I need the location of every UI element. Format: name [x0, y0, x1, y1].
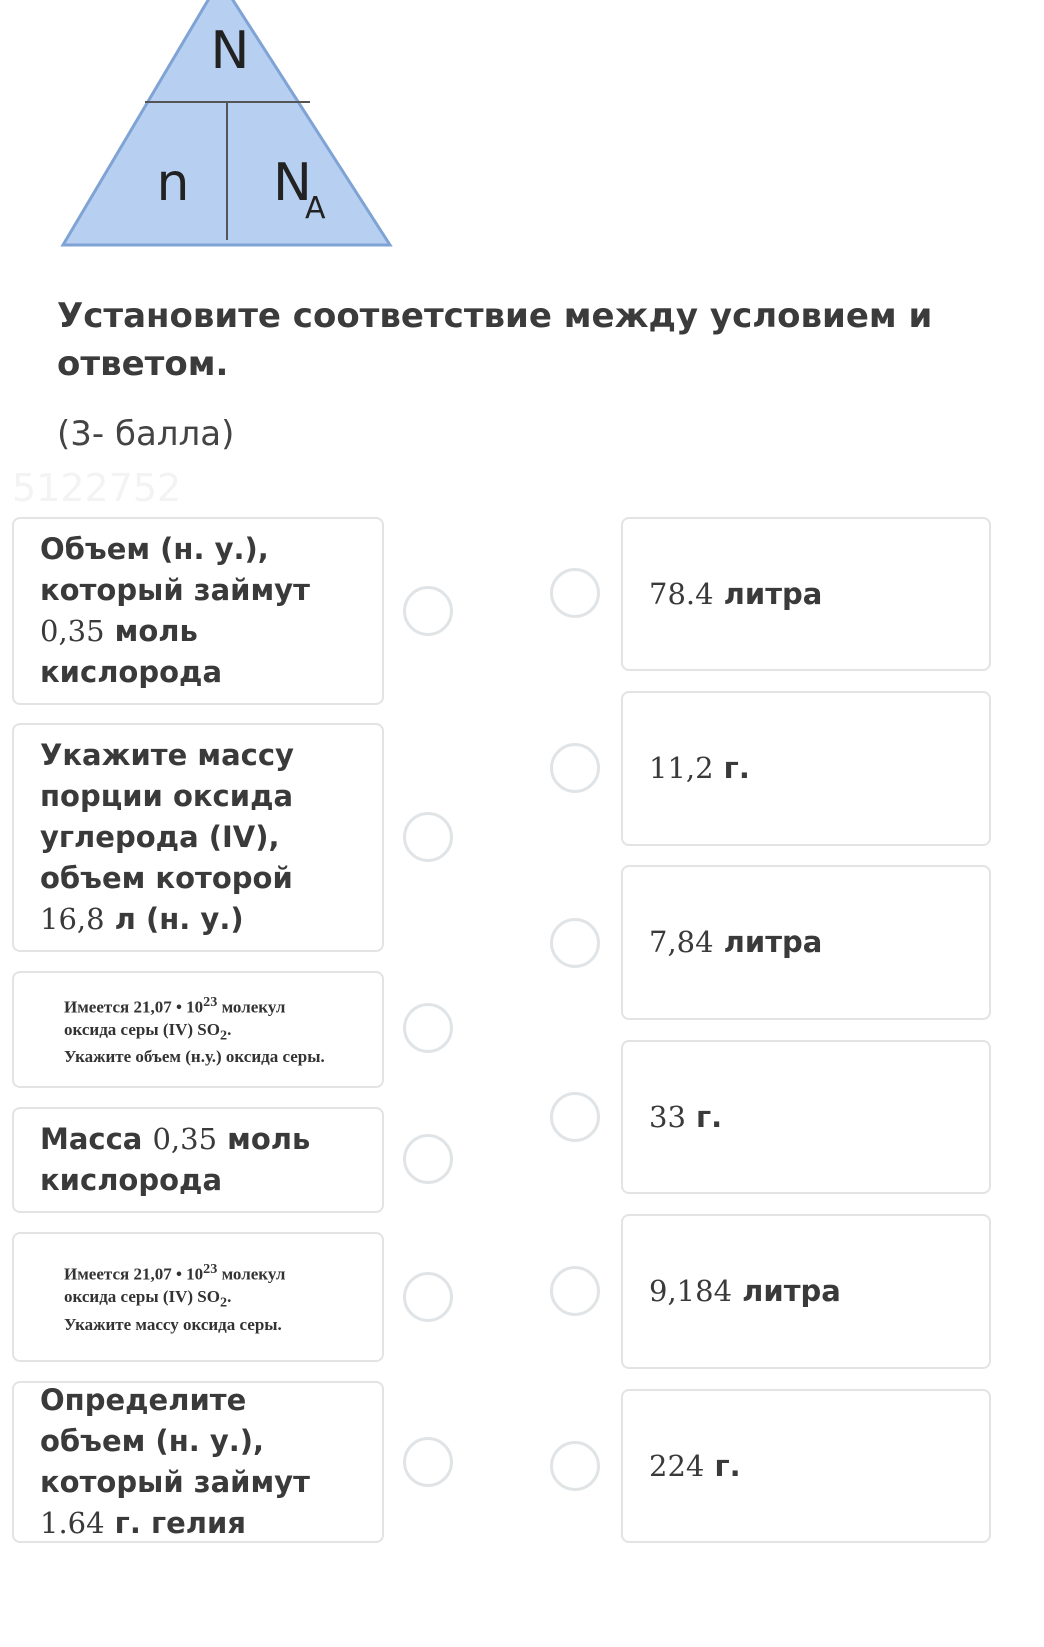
left-match-handle[interactable]	[403, 1134, 453, 1184]
text-part: 0,35	[152, 1122, 218, 1156]
answer-number: 9,184	[649, 1274, 733, 1308]
text-part: моль кислорода	[40, 614, 223, 689]
text-part: 2	[219, 1294, 228, 1311]
answer-number: 33	[649, 1099, 686, 1134]
text-part: Масса	[40, 1122, 153, 1156]
text-part: 16,8	[40, 902, 105, 936]
text-part: Имеется 21,07 • 10	[64, 997, 204, 1017]
left-item-text: Объем (н. у.), который займут 0,35 моль …	[40, 529, 356, 693]
left-match-handle[interactable]	[403, 586, 453, 636]
text-part: Укажите массу порции оксида углерода (IV…	[40, 738, 294, 895]
text-part: 2	[219, 1027, 228, 1044]
question-title: Установите соответствие между условием и…	[57, 296, 933, 384]
formula-triangle: N n N A	[60, 0, 393, 247]
left-match-handle[interactable]	[403, 812, 453, 862]
right-match-handle[interactable]	[550, 918, 600, 968]
left-match-handle[interactable]	[403, 1272, 453, 1322]
watermark: 5122752	[12, 466, 182, 510]
left-item-card[interactable]: Объем (н. у.), который займут 0,35 моль …	[12, 517, 384, 705]
answer-unit: литра	[713, 925, 823, 959]
text-part: оксида серы (IV) SO	[64, 1287, 220, 1307]
text-part: .	[227, 1287, 232, 1307]
right-item-card[interactable]: 7,84 литра	[621, 865, 991, 1020]
answer-unit: г.	[713, 751, 750, 785]
left-item-card[interactable]: Имеется 21,07 • 1023 молекул оксида серы …	[12, 1232, 384, 1362]
answer-number: 7,84	[649, 925, 714, 959]
left-match-handle[interactable]	[403, 1437, 453, 1487]
left-item-text: Масса 0,35 моль кислорода	[40, 1119, 356, 1201]
right-item-text: 9,184 литра	[649, 1271, 841, 1312]
text-part: моль кислорода	[40, 1122, 311, 1197]
right-match-handle[interactable]	[550, 743, 600, 793]
text-part: молекул	[217, 1265, 286, 1285]
text-part: 23	[203, 1261, 218, 1278]
triangle-right: N	[273, 153, 312, 213]
triangle-left: n	[157, 153, 190, 213]
right-match-handle[interactable]	[550, 1266, 600, 1316]
right-match-handle[interactable]	[550, 568, 600, 618]
triangle-right-sub: A	[305, 191, 326, 226]
left-item-text: Определите объем (н. у.), который займут…	[40, 1380, 356, 1544]
right-item-card[interactable]: 33 г.	[621, 1040, 991, 1194]
text-part: 1.64	[40, 1506, 105, 1540]
image-line: оксида серы (IV) SO2.	[64, 1019, 325, 1046]
text-part: .	[227, 1019, 232, 1039]
left-item-card[interactable]: Укажите массу порции оксида углерода (IV…	[12, 723, 384, 952]
text-part: Укажите массу оксида серы.	[64, 1314, 282, 1334]
text-part: Объем (н. у.), который займут	[40, 532, 310, 607]
text-part: оксида серы (IV) SO	[64, 1019, 220, 1039]
left-item-text: Укажите массу порции оксида углерода (IV…	[40, 735, 356, 940]
answer-unit: литра	[713, 576, 823, 611]
left-item-card[interactable]: Масса 0,35 моль кислорода	[12, 1107, 384, 1213]
image-line: Укажите массу оксида серы.	[64, 1314, 285, 1336]
text-part: л (н. у.)	[104, 902, 244, 936]
answer-number: 11,2	[649, 751, 714, 785]
left-match-handle[interactable]	[403, 1003, 453, 1053]
right-item-text: 7,84 литра	[649, 922, 822, 963]
text-part: молекул	[217, 997, 286, 1017]
left-item-text: Имеется 21,07 • 1023 молекул оксида серы …	[40, 991, 325, 1068]
text-part: Определите объем (н. у.), который займут	[40, 1383, 310, 1499]
text-part: Укажите объем (н.у.) оксида серы.	[64, 1047, 325, 1067]
left-item-card[interactable]: Имеется 21,07 • 1023 молекул оксида серы …	[12, 971, 384, 1088]
answer-unit: литра	[732, 1274, 841, 1308]
text-part: г. гелия	[104, 1506, 246, 1540]
image-line: оксида серы (IV) SO2.	[64, 1286, 285, 1313]
right-item-card[interactable]: 78.4 литра	[621, 517, 991, 671]
answer-unit: г.	[704, 1448, 741, 1483]
question-points: (3- балла)	[57, 414, 235, 454]
right-item-card[interactable]: 9,184 литра	[621, 1214, 991, 1369]
image-line: Укажите объем (н.у.) оксида серы.	[64, 1046, 325, 1068]
text-part: 23	[203, 993, 218, 1010]
text-part: 0,35	[40, 614, 105, 648]
text-part: Имеется 21,07 • 10	[64, 1265, 204, 1285]
right-item-text: 11,2 г.	[649, 748, 750, 789]
right-item-card[interactable]: 11,2 г.	[621, 691, 991, 846]
answer-unit: г.	[685, 1099, 723, 1134]
answer-number: 224	[649, 1448, 705, 1483]
right-match-handle[interactable]	[550, 1441, 600, 1491]
right-item-text: 224 г.	[649, 1446, 741, 1487]
right-item-text: 33 г.	[649, 1097, 722, 1138]
right-match-handle[interactable]	[550, 1092, 600, 1142]
triangle-top: N	[211, 21, 250, 81]
left-item-card[interactable]: Определите объем (н. у.), который займут…	[12, 1381, 384, 1543]
right-item-card[interactable]: 224 г.	[621, 1389, 991, 1543]
image-line: Имеется 21,07 • 1023 молекул	[64, 1258, 285, 1286]
image-line: Имеется 21,07 • 1023 молекул	[64, 991, 325, 1019]
left-item-text: Имеется 21,07 • 1023 молекул оксида серы …	[40, 1258, 285, 1335]
right-item-text: 78.4 литра	[649, 574, 822, 615]
answer-number: 78.4	[649, 576, 714, 611]
